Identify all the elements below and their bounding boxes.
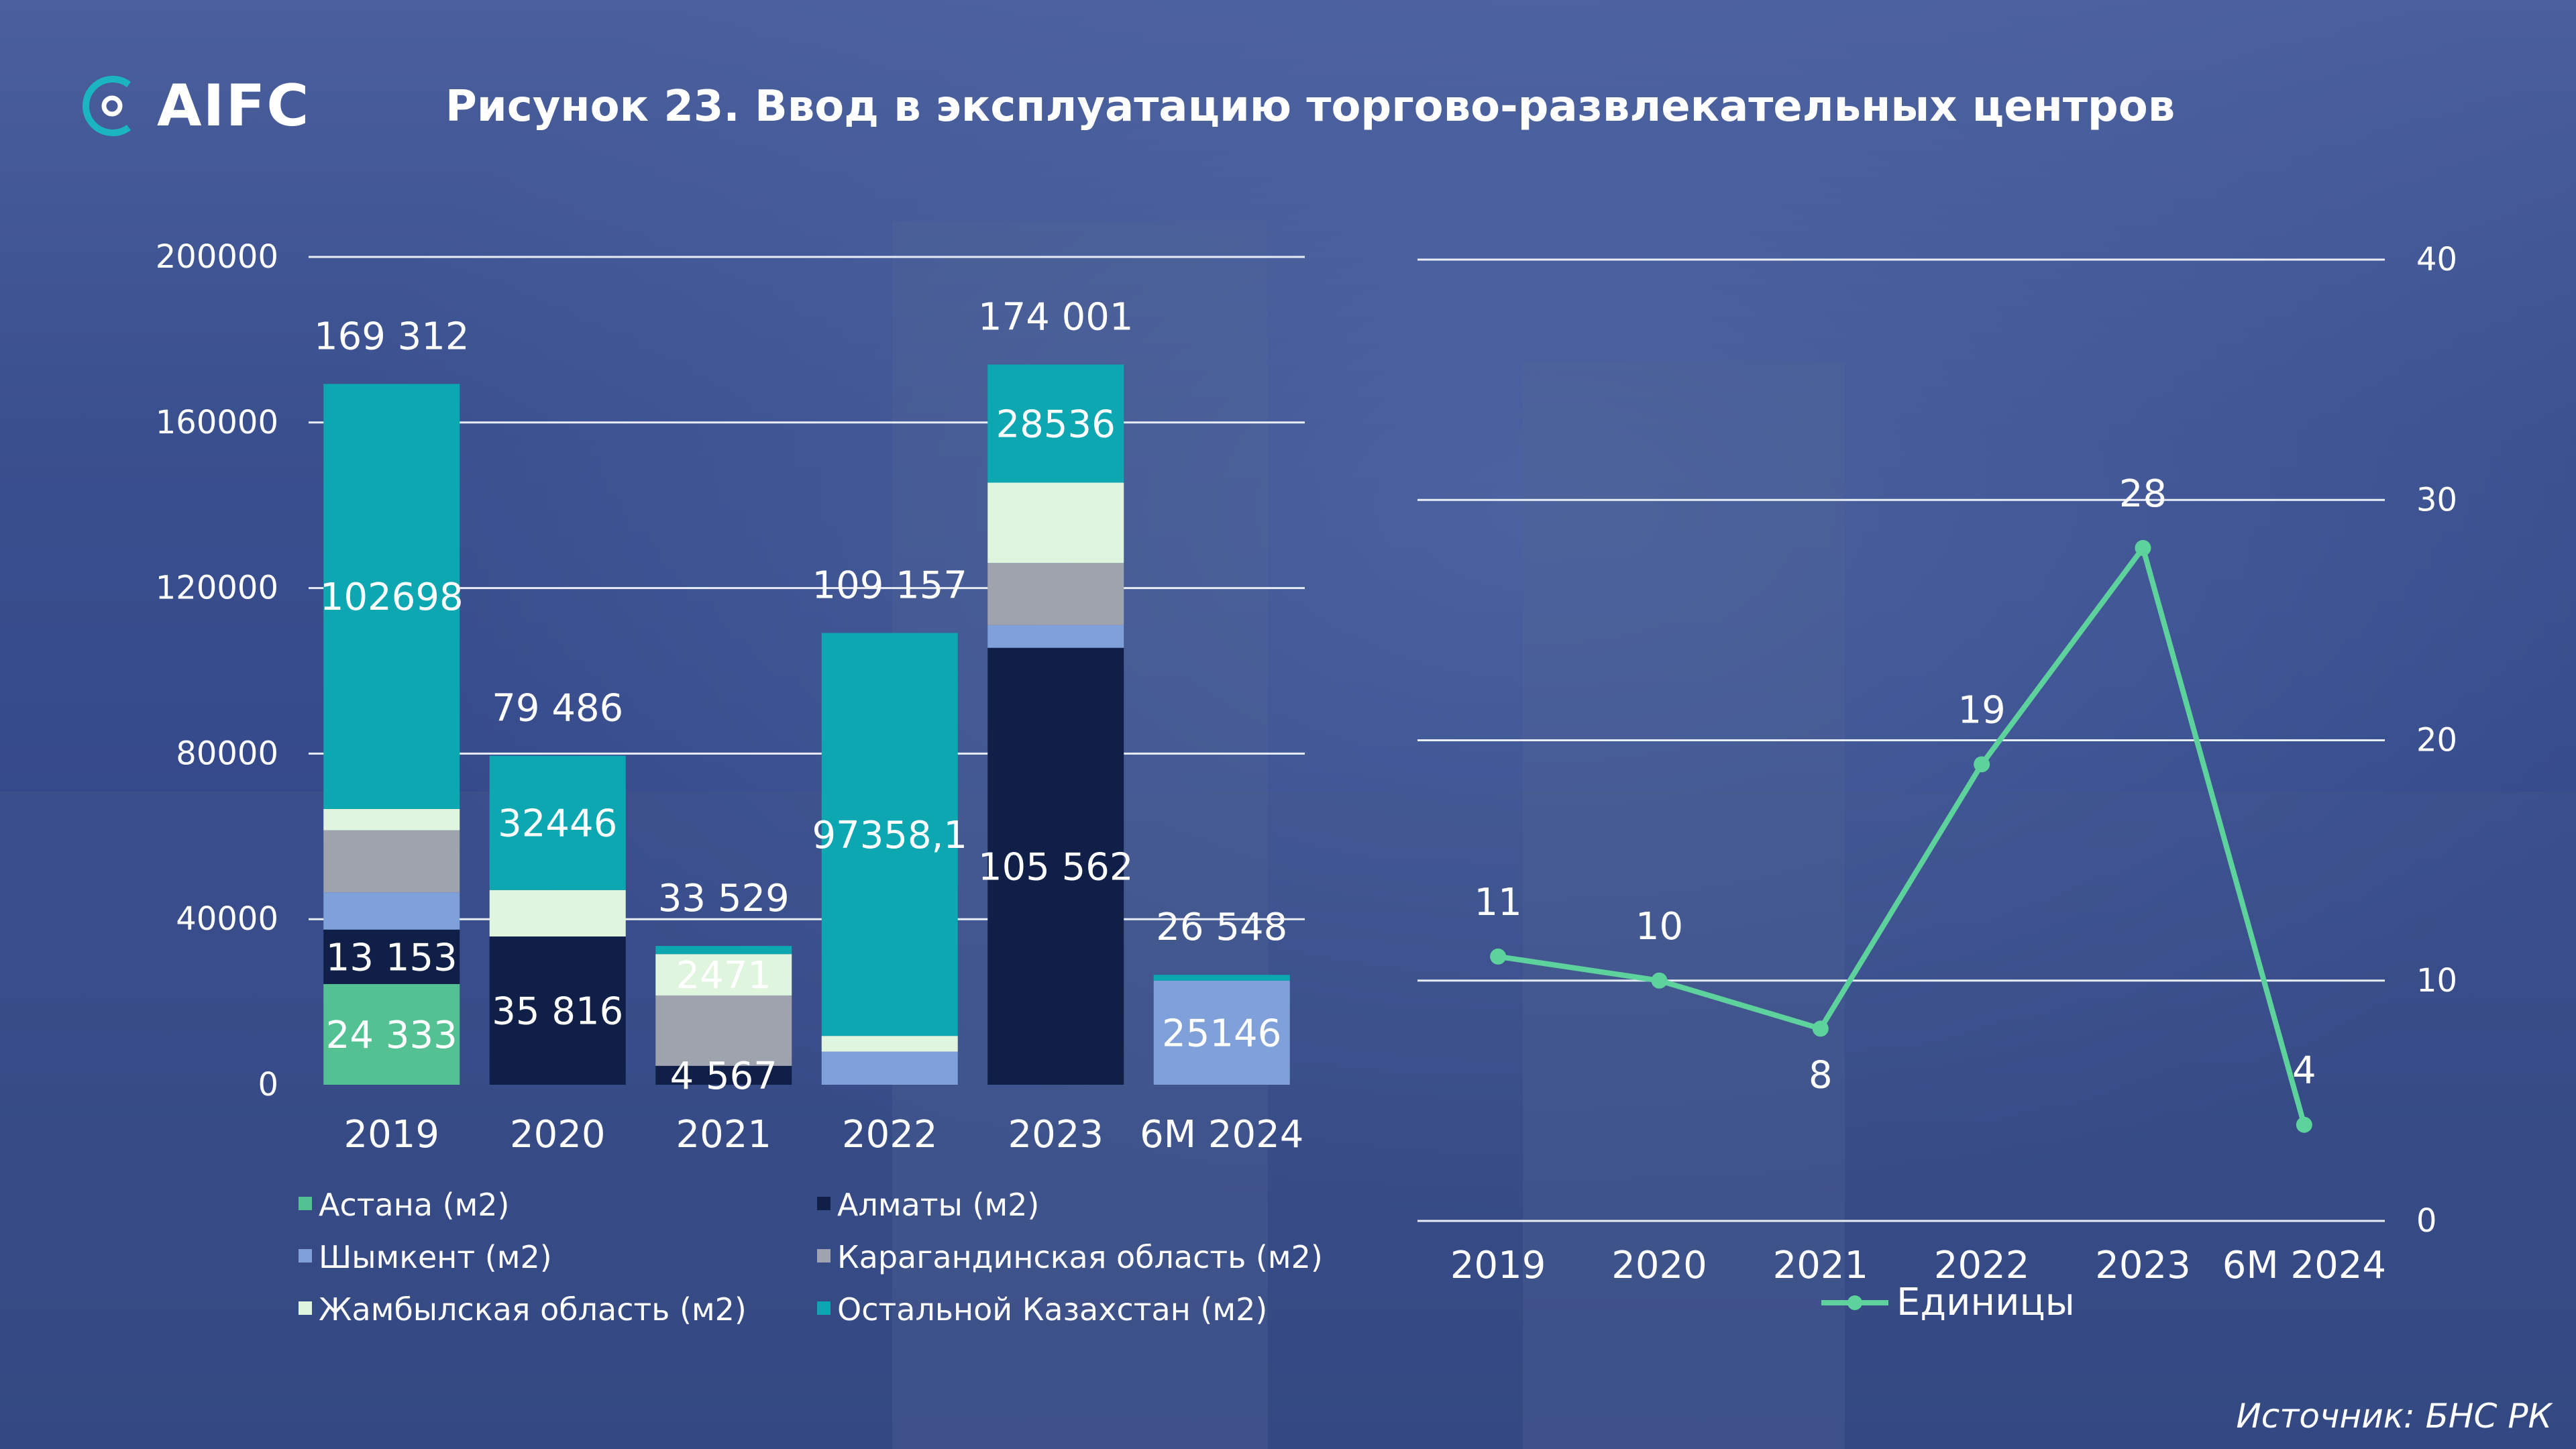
bar-segment (821, 1051, 958, 1085)
legend-swatch (817, 1197, 830, 1210)
bar-segment (655, 954, 792, 996)
bar-data-label: 102698 (320, 576, 464, 619)
bar-segment (655, 946, 792, 955)
x-tick-label: 2023 (1008, 1113, 1104, 1157)
bar-total-label: 33 529 (658, 877, 790, 920)
bar-segment (987, 625, 1124, 648)
x-tick-label: 2021 (676, 1113, 771, 1157)
x-tick-label: 2021 (1773, 1244, 1869, 1287)
legend-label: Алматы (м2) (837, 1187, 1039, 1223)
bar-segment (987, 364, 1124, 483)
y-tick-label: 0 (2416, 1202, 2437, 1240)
bar-segment (489, 936, 626, 1085)
x-tick-label: 6М 2024 (2222, 1244, 2386, 1287)
y-tick-label: 20 (2416, 722, 2457, 759)
bar-total-label: 79 486 (492, 687, 623, 731)
line-point (1974, 756, 1990, 773)
y-tick-label: 160000 (156, 404, 278, 441)
x-tick-label: 2020 (510, 1113, 606, 1157)
y-tick-label: 30 (2416, 481, 2457, 519)
bar-total-label: 169 312 (314, 315, 470, 358)
aifc-logo: AIFC (82, 72, 310, 140)
legend-label: Шымкент (м2) (319, 1239, 552, 1275)
bar-segment (987, 647, 1124, 1085)
bar-segment (987, 482, 1124, 564)
bar-segment (323, 830, 460, 893)
legend-swatch (817, 1249, 830, 1263)
legend-swatch (299, 1249, 312, 1263)
bar-data-label: 4 567 (670, 1055, 777, 1098)
line-point (1490, 948, 1507, 965)
logo-text: AIFC (157, 72, 311, 140)
bar-segment (489, 890, 626, 937)
legend-swatch (299, 1197, 312, 1210)
bar-total-label: 109 157 (812, 564, 967, 607)
bar-segment (323, 808, 460, 830)
bar-data-label: 105 562 (978, 845, 1134, 889)
x-tick-label: 2023 (2095, 1244, 2191, 1287)
bar-segment (323, 384, 460, 809)
y-tick-label: 120000 (156, 570, 278, 607)
bar-data-label: 32446 (498, 802, 617, 846)
line-data-label: 11 (1474, 881, 1522, 924)
bar-segment (1153, 980, 1290, 1085)
page-title: Рисунок 23. Ввод в эксплуатацию торгово-… (445, 82, 2176, 131)
bar-data-label: 35 816 (492, 990, 623, 1034)
bar-total-label: 26 548 (1156, 906, 1287, 949)
bar-segment (987, 563, 1124, 625)
bar-segment (655, 1065, 792, 1085)
y-tick-label: 0 (258, 1066, 278, 1104)
y-tick-label: 80000 (176, 735, 278, 772)
background-tower-right (1523, 362, 1845, 1449)
legend-swatch (817, 1301, 830, 1315)
line-data-label: 19 (1958, 688, 2006, 732)
bar-data-label: 13 153 (326, 936, 458, 979)
line-point (2135, 539, 2151, 556)
bar-segment (655, 995, 792, 1066)
source-note: Источник: БНС РК (2236, 1397, 2552, 1436)
bar-segment (821, 1036, 958, 1052)
y-tick-label: 40 (2416, 241, 2457, 278)
bar-total-label: 174 001 (978, 295, 1134, 339)
x-tick-label: 2022 (1934, 1244, 2030, 1287)
bar-data-label: 24 333 (326, 1014, 458, 1057)
legend-label: Остальной Казахстан (м2) (837, 1291, 1267, 1328)
aifc-logo-icon (83, 76, 131, 136)
legend-label: Единицы (1896, 1281, 2075, 1324)
legend-line-marker (1847, 1295, 1862, 1310)
line-series (1497, 541, 2307, 1126)
bar-segment (1153, 975, 1290, 981)
bar-data-label: 28536 (996, 402, 1116, 446)
legend-label: Астана (м2) (319, 1187, 510, 1223)
x-tick-label: 2020 (1611, 1244, 1707, 1287)
bar-segment (489, 755, 626, 890)
y-tick-label: 200000 (156, 238, 278, 276)
y-tick-label: 10 (2416, 962, 2457, 1000)
bar-segment (821, 633, 958, 1036)
x-tick-label: 2022 (842, 1113, 938, 1157)
bar-data-label: 97358,1 (812, 814, 967, 857)
line-data-label: 28 (2119, 472, 2167, 516)
x-tick-label: 2019 (1450, 1244, 1546, 1287)
bar-segment (323, 892, 460, 930)
line-data-label: 10 (1635, 905, 1683, 949)
bar-data-label: 2471 (676, 954, 771, 998)
line-point (1812, 1020, 1829, 1037)
x-tick-label: 6М 2024 (1140, 1113, 1303, 1157)
legend-swatch (299, 1301, 312, 1315)
bar-segment (323, 983, 460, 1085)
legend-label: Карагандинская область (м2) (837, 1239, 1323, 1275)
line-point (1651, 972, 1668, 989)
legend-label: Жамбылская область (м2) (319, 1291, 747, 1328)
bar-data-label: 25146 (1162, 1012, 1281, 1055)
bar-segment (323, 929, 460, 984)
y-tick-label: 40000 (176, 900, 278, 938)
line-point (2296, 1116, 2312, 1133)
line-data-label: 8 (1809, 1053, 1833, 1097)
line-data-label: 4 (2292, 1049, 2316, 1093)
x-tick-label: 2019 (343, 1113, 439, 1157)
